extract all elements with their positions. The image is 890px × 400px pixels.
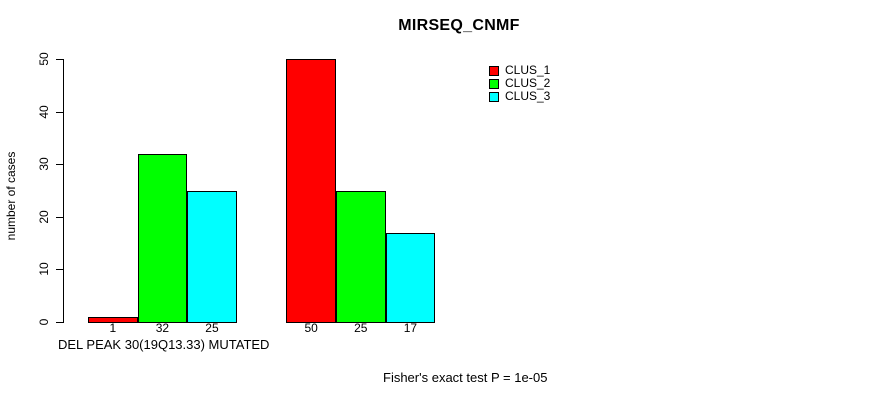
y-axis-tick-label-text: 10 — [37, 262, 51, 276]
bar-value-label: 1 — [109, 321, 117, 335]
bar-value-label: 25 — [354, 321, 368, 335]
y-axis-tick-label-text: 40 — [37, 105, 51, 119]
y-axis-tick-label-text: 50 — [37, 52, 51, 66]
chart-title: MIRSEQ_CNMF — [398, 17, 520, 34]
bar-value-label: 25 — [205, 321, 219, 335]
fisher-test-annotation: Fisher's exact test P = 1e-05 — [383, 370, 548, 385]
legend-swatch-clus_2 — [489, 78, 499, 89]
legend-label: CLUS_2 — [505, 76, 551, 90]
bar-clus_3-group-1 — [187, 190, 237, 323]
legend-row-clus_2: CLUS_2 — [489, 77, 550, 90]
legend-swatch-clus_3 — [489, 91, 499, 102]
bar-value-label: 17 — [403, 321, 418, 335]
bar-clus_2-group-2 — [336, 190, 386, 323]
y-axis-tick — [56, 322, 63, 323]
y-axis-tick — [56, 217, 63, 218]
legend-label: CLUS_1 — [505, 63, 551, 77]
bar-clus_1-group-1 — [88, 316, 138, 323]
y-axis-tick-label-text: 20 — [37, 210, 51, 224]
bar-value-label: 50 — [304, 321, 318, 335]
legend-row-clus_3: CLUS_3 — [489, 90, 550, 103]
bar-clus_2-group-1 — [137, 153, 188, 323]
legend-label: CLUS_3 — [505, 89, 551, 103]
y-axis-tick — [56, 112, 63, 113]
y-axis-tick — [56, 269, 63, 270]
y-axis-line — [63, 59, 64, 323]
bar-clus_1-group-2 — [286, 59, 336, 323]
y-axis-label-text: number of cases — [4, 151, 18, 241]
bar-clus_3-group-2 — [385, 232, 436, 323]
legend: CLUS_1 CLUS_2 CLUS_3 — [489, 64, 550, 103]
y-axis-tick-label-text: 30 — [37, 157, 51, 171]
legend-swatch-clus_1 — [489, 65, 499, 76]
legend-row-clus_1: CLUS_1 — [489, 64, 550, 77]
bar-value-label: 32 — [155, 321, 170, 335]
x-axis-label: DEL PEAK 30(19Q13.33) MUTATED — [58, 337, 270, 352]
y-axis-tick — [56, 164, 63, 165]
y-axis-tick — [56, 59, 63, 60]
y-axis-tick-label-text: 0 — [37, 318, 51, 326]
